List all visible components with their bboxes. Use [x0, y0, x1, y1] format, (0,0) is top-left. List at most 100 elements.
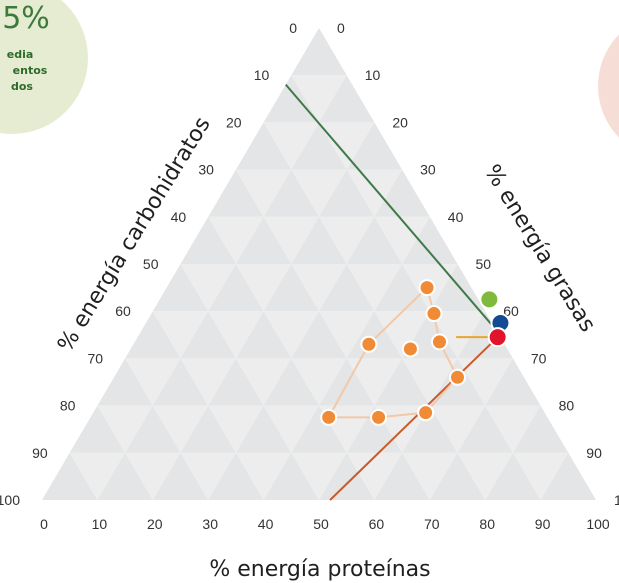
bottom-tick-label: 70	[424, 516, 440, 532]
grid-cell-up	[235, 216, 292, 264]
grid-cell-up	[429, 264, 486, 312]
fats-axis-title: % energía grasas	[479, 161, 600, 337]
grid-cell-up	[485, 358, 541, 406]
grid-cell-down	[152, 405, 209, 453]
grid-cell-down	[208, 216, 264, 264]
carb-line	[285, 83, 498, 331]
right-tick-label: 0	[337, 20, 345, 36]
green-point	[479, 289, 500, 310]
grid-cell-up	[291, 311, 347, 359]
grid-cell-down	[125, 358, 181, 406]
grid-cell-down	[263, 405, 319, 453]
grid-cell-down	[291, 452, 347, 500]
grid-cell-up	[319, 264, 375, 312]
grid-cell-down	[152, 311, 209, 359]
cluster-point	[449, 368, 466, 386]
grid-cell-up	[512, 405, 569, 453]
bottom-tick-label: 10	[92, 516, 108, 532]
grid-cell-down	[180, 358, 236, 406]
left-badge-percent: 5%	[2, 1, 50, 36]
grid-cell-down	[402, 452, 458, 500]
right-badge-circle	[598, 34, 619, 138]
grid-cell-up	[263, 264, 319, 312]
grid-cell-down	[512, 452, 569, 500]
grid-cell-up	[291, 216, 347, 264]
grid-cell-up	[457, 405, 513, 453]
left-tick-label: 0	[289, 20, 297, 36]
grid-cell-down	[291, 169, 347, 217]
grid-cell-up	[180, 311, 236, 359]
bottom-tick-label: 80	[479, 516, 495, 532]
left-tick-label: 10	[254, 67, 270, 83]
left-badge-line-1: edia	[7, 48, 34, 61]
grid-cell-up	[263, 452, 319, 500]
grid-cell-down	[125, 452, 181, 500]
grid-cell-down	[457, 358, 513, 406]
grid-cell-up	[125, 405, 181, 453]
grid-cell-up	[42, 452, 98, 500]
right-tick-label: 100	[614, 492, 619, 508]
left-badge-line-3: dos	[11, 80, 33, 93]
left-badge-circle	[0, 0, 88, 134]
left-tick-label: 70	[88, 350, 104, 366]
grid-cell-down	[291, 75, 347, 123]
bottom-tick-label: 100	[586, 516, 610, 532]
left-tick-label: 30	[198, 162, 214, 178]
grid-cell-up	[152, 452, 209, 500]
grid-cell-down	[180, 452, 236, 500]
grid-cell-down	[263, 122, 319, 170]
grid-cell-up	[235, 405, 292, 453]
data-points	[320, 279, 511, 426]
cluster-point	[401, 340, 419, 358]
grid-cell-down	[319, 311, 375, 359]
bottom-tick-label: 0	[40, 516, 48, 532]
left-tick-label: 50	[143, 256, 159, 272]
grid-cell-up	[125, 311, 181, 359]
grid-cell-up	[69, 405, 126, 453]
red-point	[487, 327, 508, 348]
grid-cell-up	[319, 452, 375, 500]
right-tick-label: 70	[531, 350, 547, 366]
grid-cell-up	[291, 405, 347, 453]
grid-cell-up	[208, 264, 264, 312]
right-tick-label: 60	[503, 303, 519, 319]
grid-cell-up	[540, 452, 596, 500]
grid-cell-down	[235, 169, 292, 217]
grid-cell-up	[429, 452, 486, 500]
grid-cell-down	[457, 452, 513, 500]
grid-cell-down	[235, 358, 292, 406]
bottom-tick-label: 20	[147, 516, 163, 532]
grid-cell-up	[346, 405, 403, 453]
grid-cell-up	[208, 452, 264, 500]
bottom-tick-label: 40	[258, 516, 274, 532]
grid-cell-down	[346, 264, 403, 312]
grid-cell-down	[319, 216, 375, 264]
right-tick-label: 50	[476, 256, 492, 272]
grid-cell-down	[429, 405, 486, 453]
right-axis-ticks: 1009080706050403020100	[337, 20, 619, 508]
grid-cell-down	[374, 311, 430, 359]
left-tick-label: 90	[32, 445, 48, 461]
grid-cell-down	[291, 264, 347, 312]
grid-cell-up	[235, 311, 292, 359]
cluster-point	[320, 408, 338, 426]
grid-cell-up	[402, 405, 458, 453]
grid-cell-up	[374, 452, 430, 500]
grid-cell-up	[346, 216, 403, 264]
grid-cell-down	[69, 452, 126, 500]
bottom-tick-label: 90	[535, 516, 551, 532]
cluster-point	[360, 335, 378, 353]
grid-cell-up	[485, 452, 541, 500]
left-tick-label: 40	[171, 209, 187, 225]
grid-cell-up	[291, 122, 347, 170]
protein-line	[329, 336, 499, 501]
grid-cell-down	[346, 358, 403, 406]
left-tick-label: 100	[0, 492, 20, 508]
grid-cell-up	[97, 452, 153, 500]
grid-cell-down	[180, 264, 236, 312]
bottom-tick-label: 60	[369, 516, 385, 532]
grid-cell-up	[402, 216, 458, 264]
grid-cell-down	[319, 122, 375, 170]
grid-cell-up	[319, 169, 375, 217]
